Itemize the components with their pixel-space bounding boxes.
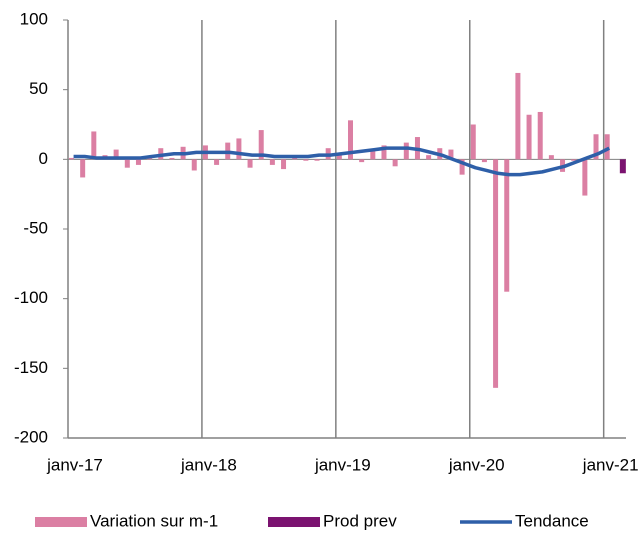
bar xyxy=(348,120,353,160)
bar xyxy=(169,157,175,160)
bar xyxy=(336,155,342,160)
bar xyxy=(69,157,74,160)
bar xyxy=(91,131,97,160)
legend-swatch xyxy=(268,517,320,527)
y-tick-label: 0 xyxy=(39,149,48,168)
x-tick-label: janv-19 xyxy=(314,455,371,474)
bar xyxy=(582,159,588,196)
bar xyxy=(504,159,510,292)
bar xyxy=(571,159,577,161)
bar xyxy=(370,149,376,160)
y-tick-label: -50 xyxy=(23,218,48,237)
legend-label: Variation sur m-1 xyxy=(90,511,218,530)
bar xyxy=(392,159,398,167)
bar xyxy=(247,159,253,168)
bar xyxy=(526,114,532,160)
bar xyxy=(481,159,487,163)
bar xyxy=(604,134,610,160)
bar xyxy=(214,159,220,165)
bar xyxy=(448,149,454,160)
bar xyxy=(236,138,242,160)
bar xyxy=(426,155,432,160)
x-tick-label: janv-20 xyxy=(448,455,505,474)
bar xyxy=(135,159,141,165)
bar xyxy=(403,142,409,160)
bar xyxy=(80,159,86,178)
bar xyxy=(147,157,153,160)
bar xyxy=(493,159,499,388)
bar xyxy=(303,159,309,161)
bar xyxy=(292,157,298,160)
x-tick-label: janv-17 xyxy=(46,455,103,474)
y-tick-label: 100 xyxy=(20,9,48,28)
bar xyxy=(269,159,275,165)
bar xyxy=(459,159,465,175)
bar xyxy=(113,149,119,160)
bar xyxy=(191,159,197,171)
bar xyxy=(515,72,521,160)
y-tick-label: -150 xyxy=(14,358,48,377)
bar xyxy=(593,134,599,160)
y-tick-label: 50 xyxy=(29,79,48,98)
bar xyxy=(258,130,264,160)
bar xyxy=(619,159,626,174)
legend-label: Tendance xyxy=(515,511,589,530)
bar xyxy=(548,155,554,160)
bar xyxy=(470,124,476,160)
x-tick-label: janv-21 xyxy=(582,455,639,474)
y-tick-label: -100 xyxy=(14,288,48,307)
x-tick-label: janv-18 xyxy=(180,455,237,474)
legend-label: Prod prev xyxy=(323,511,397,530)
trend-line xyxy=(73,146,611,177)
bar xyxy=(124,159,130,168)
bar xyxy=(537,111,543,160)
y-tick-label: -200 xyxy=(14,427,48,446)
bar xyxy=(314,159,320,161)
legend-swatch xyxy=(35,517,87,527)
bar xyxy=(281,159,287,170)
bar xyxy=(359,159,365,163)
bar xyxy=(381,145,387,160)
